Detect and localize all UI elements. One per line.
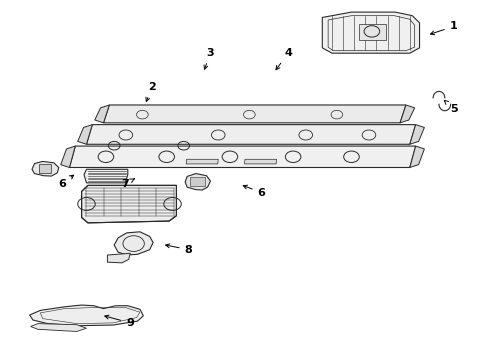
- Polygon shape: [185, 174, 210, 190]
- Polygon shape: [30, 305, 143, 326]
- Polygon shape: [78, 125, 92, 144]
- Polygon shape: [30, 324, 86, 332]
- Polygon shape: [86, 125, 415, 144]
- Text: 7: 7: [121, 179, 134, 189]
- Polygon shape: [409, 125, 424, 144]
- Text: 5: 5: [444, 100, 456, 113]
- Text: 4: 4: [275, 48, 292, 70]
- Text: 3: 3: [203, 48, 214, 69]
- Polygon shape: [61, 146, 75, 167]
- Text: 6: 6: [58, 175, 74, 189]
- Polygon shape: [95, 105, 109, 123]
- Polygon shape: [186, 159, 218, 164]
- Polygon shape: [399, 105, 414, 123]
- Polygon shape: [409, 146, 424, 167]
- Polygon shape: [322, 12, 419, 53]
- Polygon shape: [69, 146, 415, 167]
- Text: 8: 8: [165, 244, 192, 255]
- Polygon shape: [358, 23, 385, 40]
- Polygon shape: [84, 169, 127, 183]
- Text: 9: 9: [104, 315, 134, 328]
- Polygon shape: [114, 232, 153, 255]
- Text: 6: 6: [243, 185, 265, 198]
- Polygon shape: [103, 105, 405, 123]
- Polygon shape: [81, 185, 176, 223]
- Text: 1: 1: [429, 21, 456, 35]
- Polygon shape: [190, 177, 204, 186]
- Text: 2: 2: [145, 82, 156, 102]
- Polygon shape: [32, 161, 59, 176]
- Polygon shape: [39, 164, 51, 173]
- Polygon shape: [244, 159, 276, 164]
- Polygon shape: [107, 253, 130, 263]
